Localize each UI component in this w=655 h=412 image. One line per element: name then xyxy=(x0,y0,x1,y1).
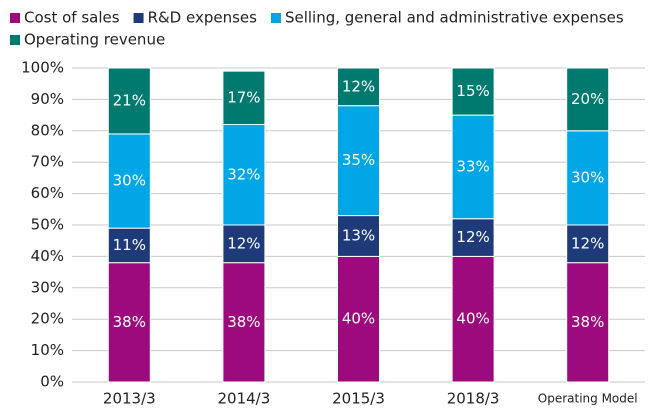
x-tick-label: 2013/3 xyxy=(103,390,156,408)
bar-segment xyxy=(566,130,610,226)
value-label: 33% xyxy=(456,157,489,175)
bar-segment xyxy=(107,67,151,135)
value-label: 40% xyxy=(342,310,375,328)
bar-segment xyxy=(566,67,610,132)
legend-swatch xyxy=(10,13,20,23)
legend-swatch xyxy=(270,13,281,23)
bar-segment xyxy=(107,227,151,264)
bar-segment xyxy=(222,70,266,126)
value-label: 30% xyxy=(113,172,146,190)
y-tick-label: 60% xyxy=(31,184,64,202)
value-label: 40% xyxy=(456,310,489,328)
y-tick-label: 30% xyxy=(31,278,64,296)
value-label: 32% xyxy=(227,165,260,183)
y-tick-label: 80% xyxy=(31,121,64,139)
value-label: 35% xyxy=(342,151,375,169)
bar-segment xyxy=(337,105,380,217)
value-label: 13% xyxy=(342,226,375,244)
bar-segment xyxy=(107,262,151,383)
y-tick-label: 20% xyxy=(31,310,64,328)
bar-segment xyxy=(222,262,266,383)
legend-label: Selling, general and administrative expe… xyxy=(285,9,624,27)
y-tick-label: 70% xyxy=(31,153,64,171)
value-label: 38% xyxy=(571,313,604,331)
bar-segment xyxy=(566,224,610,264)
x-tick-label: Operating Model xyxy=(538,392,638,406)
value-label: 20% xyxy=(571,90,604,108)
bar-segment xyxy=(451,114,495,220)
x-tick-label: 2014/3 xyxy=(218,390,271,408)
y-tick-label: 90% xyxy=(31,90,64,108)
value-label: 38% xyxy=(227,313,260,331)
value-label: 15% xyxy=(456,82,489,100)
value-label: 12% xyxy=(227,234,260,252)
value-label: 12% xyxy=(571,234,604,252)
value-label: 11% xyxy=(113,236,146,254)
y-tick-label: 10% xyxy=(31,341,64,359)
y-tick-label: 50% xyxy=(31,216,64,234)
bar-segment xyxy=(451,67,495,116)
x-tick-label: 2018/3 xyxy=(447,390,500,408)
bar-segment xyxy=(337,67,380,107)
value-label: 21% xyxy=(113,91,146,109)
value-label: 12% xyxy=(456,228,489,246)
y-tick-label: 0% xyxy=(40,373,64,391)
legend-label: R&D expenses xyxy=(148,9,258,27)
legend-label: Cost of sales xyxy=(24,9,120,27)
bar-segment xyxy=(451,255,495,383)
value-label: 30% xyxy=(571,168,604,186)
bar-segment xyxy=(337,215,380,257)
y-tick-label: 40% xyxy=(31,247,64,265)
x-tick-label: 2015/3 xyxy=(332,390,385,408)
value-label: 12% xyxy=(342,77,375,95)
bar-segment xyxy=(107,133,151,229)
value-label: 38% xyxy=(113,313,146,331)
legend-swatch xyxy=(133,13,144,23)
bar-segment xyxy=(337,255,380,383)
legend-swatch xyxy=(10,35,20,45)
y-tick-label: 100% xyxy=(21,59,64,77)
legend-label: Operating revenue xyxy=(24,31,165,49)
value-label: 17% xyxy=(227,88,260,106)
